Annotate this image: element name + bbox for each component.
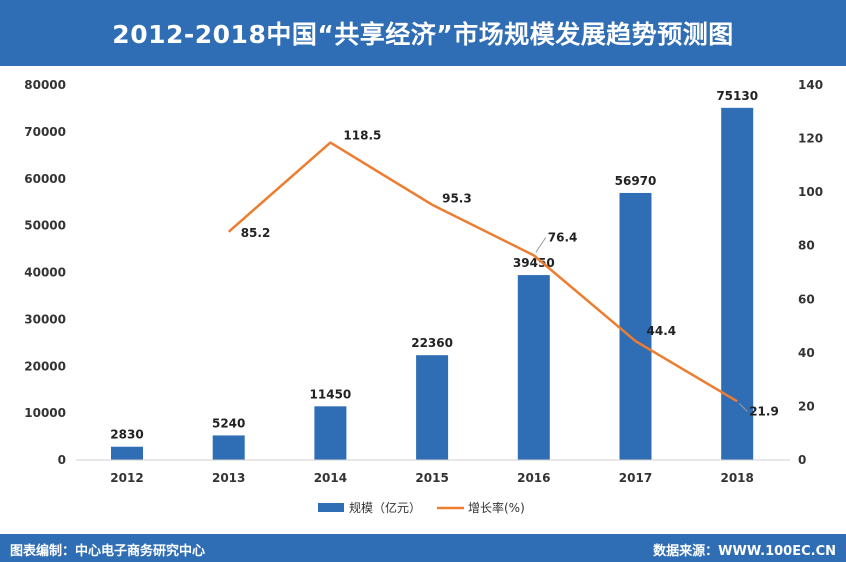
left-axis-tick-label: 60000: [24, 172, 66, 186]
chart-title: 2012-2018中国“共享经济”市场规模发展趋势预测图: [112, 20, 734, 49]
right-axis-tick-label: 60: [798, 292, 815, 306]
line-series: 85.2 118.5 95.3 76.4 44.4 21.9: [227, 129, 779, 418]
bar-data-label: 5240: [212, 416, 245, 430]
right-axis-tick-label: 0: [798, 453, 806, 467]
right-axis-tick-label: 20: [798, 399, 815, 413]
left-axis-tick-label: 10000: [24, 406, 66, 420]
footer-bar: 图表编制：中心电子商务研究中心 数据来源：WWW.100EC.CN: [0, 534, 846, 562]
bar-data-label: 2830: [110, 428, 143, 442]
left-axis: 0 10000 20000 30000 40000 50000 60000 70000 8000…: [24, 78, 66, 467]
bar-data-label: 75130: [716, 89, 758, 103]
left-axis-tick-label: 20000: [24, 359, 66, 373]
legend-label-line: 增长率(%): [468, 500, 525, 515]
left-axis-tick-label: 50000: [24, 219, 66, 233]
right-axis-tick-label: 120: [798, 132, 823, 146]
right-axis: 0 20 40 60 80 100 120 140: [798, 78, 823, 467]
bar-data-label: 39450: [513, 256, 555, 270]
right-axis-tick-label: 40: [798, 346, 815, 360]
bar: [111, 446, 143, 460]
bar-data-label: 11450: [310, 387, 352, 401]
legend: 规模（亿元） 增长率(%): [318, 500, 525, 515]
legend-label-bar: 规模（亿元）: [349, 500, 421, 515]
legend-swatch-bar: [318, 503, 344, 512]
line-label-leader: [535, 237, 547, 253]
right-axis-tick-label: 80: [798, 239, 815, 253]
line-data-label: 44.4: [647, 324, 677, 338]
x-axis-tick-label: 2016: [517, 471, 550, 485]
x-axis-tick-label: 2015: [415, 471, 448, 485]
bar: [619, 192, 652, 460]
x-axis-tick-label: 2014: [314, 471, 347, 485]
right-axis-tick-label: 100: [798, 185, 823, 199]
left-axis-tick-label: 30000: [24, 312, 66, 326]
x-axis-tick-label: 2012: [110, 471, 143, 485]
x-axis-tick-label: 2013: [212, 471, 245, 485]
footer-source-right: 数据来源：WWW.100EC.CN: [653, 544, 836, 559]
x-axis-tick-label: 2018: [720, 471, 753, 485]
bar-data-label: 22360: [411, 336, 453, 350]
chart: 0100002000030000400005000060000700008000…: [24, 78, 823, 515]
bar: [416, 355, 449, 460]
footer-source-left: 图表编制：中心电子商务研究中心: [10, 544, 206, 559]
line-data-label: 118.5: [343, 129, 381, 143]
left-axis-tick-label: 0: [58, 453, 66, 467]
right-axis-tick-label: 140: [798, 78, 823, 92]
x-axis-tick-label: 2017: [619, 471, 652, 485]
bar: [517, 275, 550, 460]
growth-rate-line: [227, 141, 738, 403]
title-bar: 2012-2018中国“共享经济”市场规模发展趋势预测图: [0, 0, 846, 66]
line-data-label: 95.3: [442, 192, 472, 206]
line-data-label: 76.4: [548, 230, 578, 244]
left-axis-tick-label: 80000: [24, 78, 66, 92]
line-data-label: 85.2: [241, 226, 271, 240]
bar-series: 2830 5240 11450 22360 39450 56970 75130: [110, 89, 758, 460]
line-label-leader: [738, 402, 748, 412]
bar: [212, 435, 245, 460]
left-axis-tick-label: 70000: [24, 125, 66, 139]
left-axis-tick-label: 40000: [24, 266, 66, 280]
x-axis: 2012 2013 2014 2015 2016 2017 2018: [76, 459, 790, 485]
line-data-label: 21.9: [749, 404, 779, 418]
bar: [314, 406, 347, 460]
bar-data-label: 56970: [615, 174, 657, 188]
